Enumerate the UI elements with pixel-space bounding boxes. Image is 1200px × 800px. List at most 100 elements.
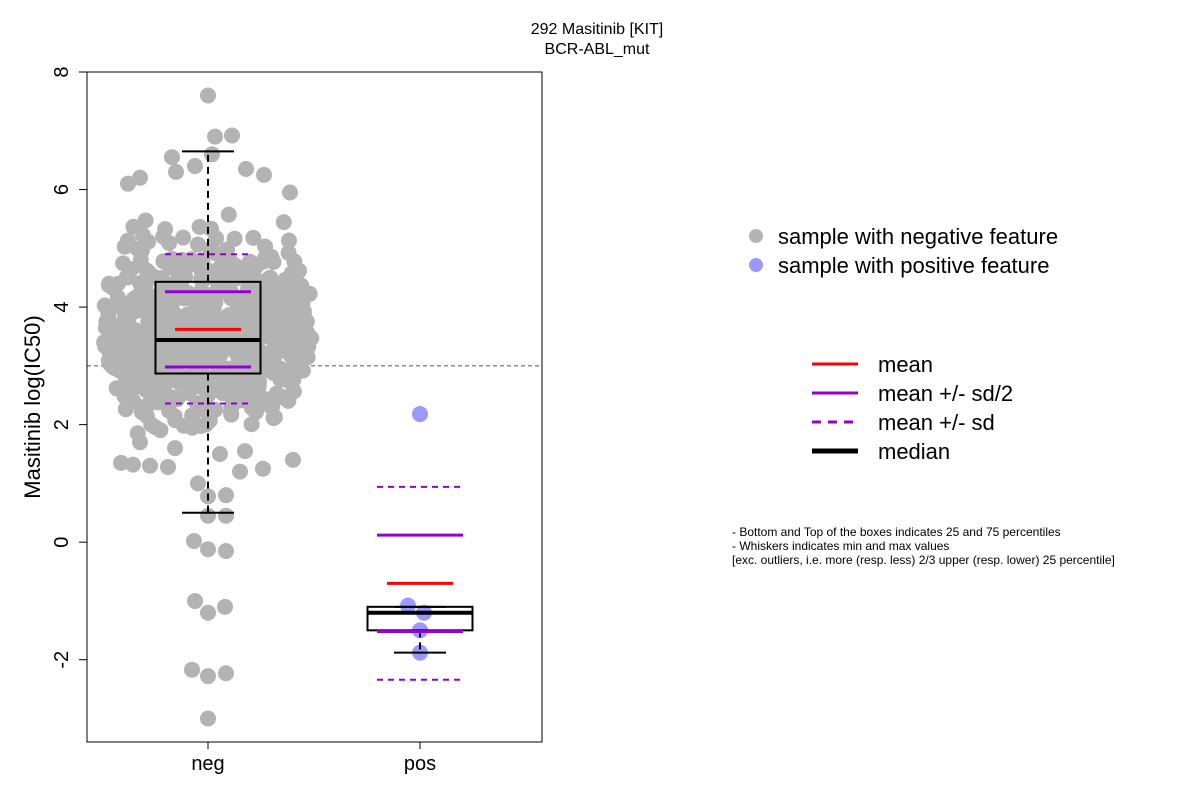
neg-point — [147, 419, 163, 435]
neg-point — [175, 229, 192, 246]
neg-point — [232, 463, 248, 480]
neg-point — [138, 382, 155, 399]
neg-point — [140, 264, 157, 281]
neg-box-group — [154, 150, 262, 514]
neg-outlier-point — [200, 668, 216, 685]
neg-point — [211, 260, 228, 277]
chart-title: 292 Masitinib [KIT] BCR-ABL_mut — [531, 21, 664, 58]
neg-point — [136, 345, 153, 362]
neg-point — [285, 451, 301, 468]
neg-point — [207, 401, 223, 418]
legend-line-label: mean +/- sd — [878, 410, 995, 435]
neg-point — [237, 443, 253, 460]
neg-point — [153, 311, 170, 328]
y-tick-label: 0 — [51, 537, 73, 548]
neg-point — [243, 416, 260, 433]
neg-point — [249, 334, 266, 351]
neg-point — [254, 290, 271, 307]
neg-point — [269, 317, 286, 334]
neg-point — [282, 184, 298, 201]
neg-point — [281, 373, 298, 390]
neg-point — [207, 128, 223, 145]
neg-point — [126, 357, 143, 374]
neg-point — [165, 305, 182, 321]
neg-point — [258, 345, 275, 362]
neg-point — [115, 301, 132, 318]
neg-swarm-points — [96, 87, 320, 727]
neg-point — [198, 261, 215, 278]
neg-point — [184, 338, 201, 355]
neg-point — [123, 261, 140, 278]
pos-point — [412, 406, 428, 423]
neg-point — [223, 375, 240, 392]
neg-point — [167, 440, 183, 457]
neg-point — [190, 475, 206, 492]
neg-point — [164, 281, 181, 298]
neg-point — [132, 275, 149, 292]
legend-point-label: sample with negative feature — [778, 224, 1058, 249]
neg-outlier-point — [200, 541, 216, 558]
neg-point — [190, 417, 207, 434]
neg-point — [265, 254, 282, 270]
neg-point — [218, 487, 234, 504]
neg-outlier-point — [186, 533, 202, 549]
legend-point-marker — [749, 258, 763, 272]
legend-line-label: mean +/- sd/2 — [878, 381, 1013, 406]
neg-point — [250, 256, 267, 273]
neg-point — [207, 245, 224, 262]
neg-point — [272, 360, 289, 377]
neg-point — [281, 232, 297, 249]
neg-point — [157, 221, 174, 238]
neg-point — [107, 350, 124, 367]
neg-point — [234, 334, 251, 351]
neg-point — [256, 166, 272, 183]
neg-outlier-point — [200, 710, 216, 727]
neg-point — [168, 163, 184, 180]
y-tick-label: -2 — [51, 651, 73, 669]
neg-point — [161, 402, 178, 419]
neg-point — [180, 385, 197, 401]
legend-line-label: median — [878, 439, 950, 464]
legend-line-label: mean — [878, 352, 933, 377]
neg-point — [184, 351, 201, 368]
notes: - Bottom and Top of the boxes indicates … — [732, 525, 1115, 567]
neg-point — [283, 295, 300, 312]
neg-point — [155, 253, 172, 270]
neg-point — [246, 314, 263, 331]
neg-point — [119, 232, 136, 249]
neg-point — [238, 160, 254, 177]
neg-point — [245, 229, 262, 246]
neg-outlier-point — [218, 665, 234, 682]
neg-point — [226, 230, 243, 247]
pos-point — [400, 597, 416, 614]
y-tick-label: 4 — [51, 302, 73, 313]
neg-point — [247, 387, 264, 404]
x-tick-label-pos: pos — [404, 753, 436, 775]
neg-point — [220, 206, 237, 223]
neg-point — [218, 507, 234, 524]
neg-point — [163, 389, 180, 406]
neg-point — [173, 251, 190, 268]
x-tick-label-neg: neg — [191, 753, 224, 775]
neg-point — [157, 353, 174, 370]
neg-outlier-point — [184, 661, 200, 678]
legend-point-marker — [749, 229, 763, 243]
neg-point — [164, 149, 180, 166]
y-tick-label: 8 — [51, 66, 73, 77]
legend-point-label: sample with positive feature — [778, 253, 1049, 278]
neg-point — [280, 244, 297, 261]
pos-box-group — [366, 485, 474, 681]
neg-point — [200, 507, 216, 524]
neg-point — [109, 275, 126, 292]
chart-title-line-1: 292 Masitinib [KIT] — [531, 21, 664, 38]
neg-point — [142, 457, 158, 474]
neg-outlier-point — [187, 592, 203, 609]
neg-point — [224, 127, 240, 144]
neg-point — [268, 286, 285, 302]
neg-point — [260, 359, 277, 376]
neg-point — [141, 367, 158, 384]
neg-point — [195, 307, 212, 324]
neg-point — [212, 446, 228, 463]
neg-outlier-point — [200, 87, 216, 104]
